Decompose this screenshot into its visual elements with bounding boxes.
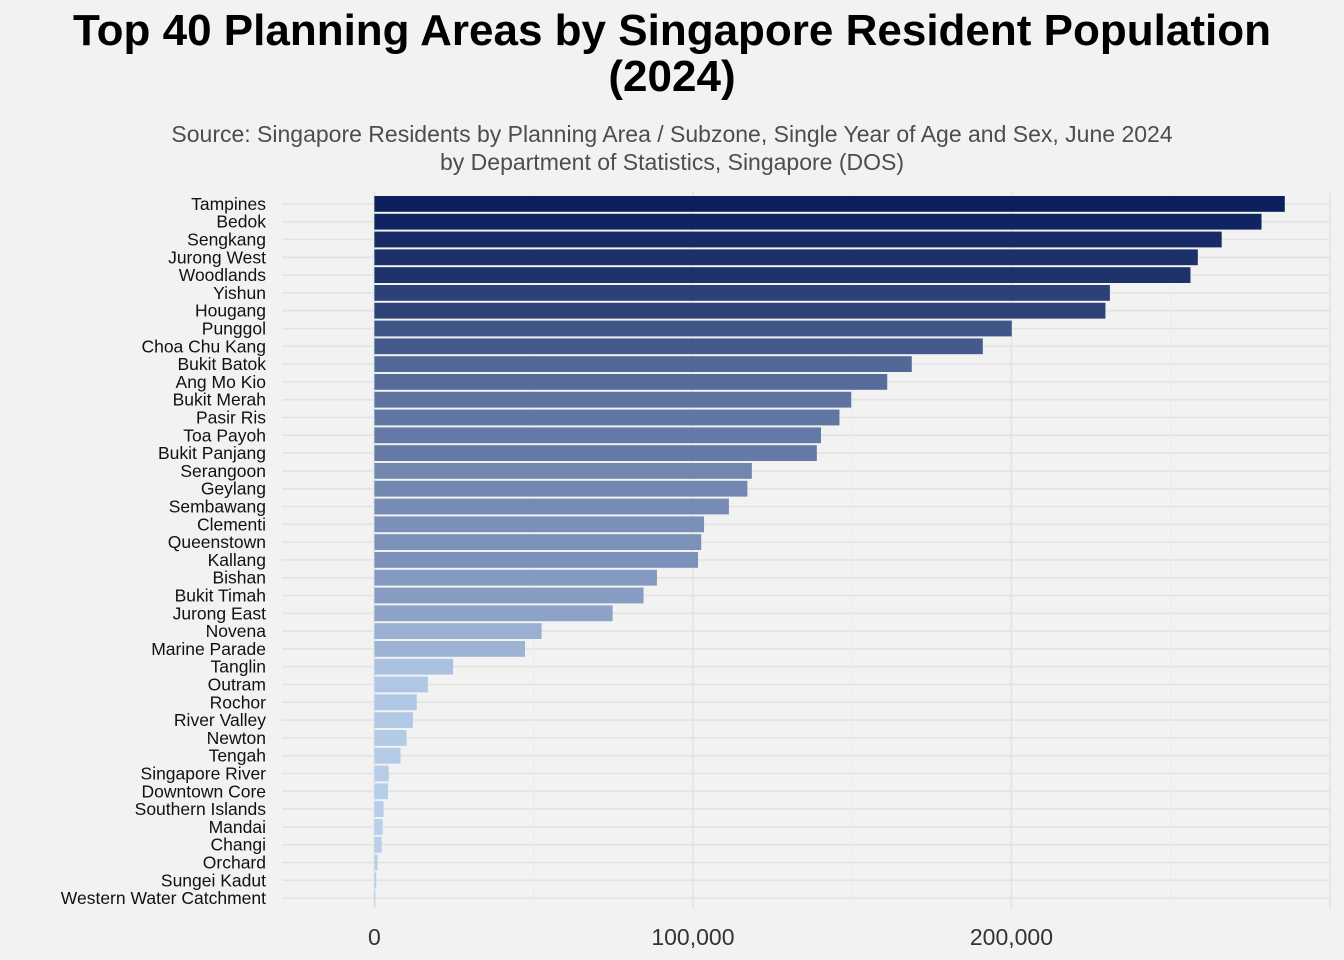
bar <box>374 285 1110 301</box>
bar <box>374 427 821 444</box>
y-tick-label: Rochor <box>210 692 267 712</box>
bar <box>374 712 413 728</box>
bar <box>374 498 729 515</box>
y-tick-label: Singapore River <box>141 764 267 784</box>
bar <box>374 872 377 889</box>
y-tick-label: Ang Mo Kio <box>176 372 266 392</box>
y-tick-label: Tengah <box>209 746 266 766</box>
bar <box>374 391 852 408</box>
bar <box>374 765 389 782</box>
y-tick-label: Yishun <box>213 283 266 303</box>
bar <box>374 854 378 871</box>
bar <box>374 534 702 550</box>
y-tick-label: Mandai <box>209 817 266 837</box>
y-tick-label: Bukit Panjang <box>158 443 266 463</box>
bar <box>374 676 428 693</box>
y-tick-label: Marine Parade <box>151 639 266 659</box>
bar <box>374 356 912 372</box>
y-tick-label: Toa Payoh <box>183 425 266 445</box>
bar <box>374 730 407 746</box>
bar <box>374 213 1262 230</box>
y-tick-label: Bukit Batok <box>177 354 266 374</box>
chart-title-line-2: (2024) <box>608 52 736 101</box>
y-tick-label: Bukit Timah <box>175 586 266 606</box>
bar <box>374 569 657 586</box>
y-tick-label: Geylang <box>201 479 266 499</box>
y-tick-label: Tampines <box>191 194 266 214</box>
bar <box>374 338 983 355</box>
y-tick-label: Bukit Merah <box>173 390 266 410</box>
y-tick-label: Sengkang <box>187 230 266 250</box>
bar <box>374 747 401 764</box>
bar <box>374 783 389 800</box>
bar <box>374 552 699 568</box>
y-tick-label: Choa Chu Kang <box>141 336 266 356</box>
bar <box>374 249 1198 266</box>
x-tick-labels: 0 100,000 200,000 <box>368 924 1053 950</box>
x-tick-label: 0 <box>368 924 381 950</box>
y-tick-label: Western Water Catchment <box>61 888 266 908</box>
y-tick-label: Jurong East <box>173 603 267 623</box>
y-tick-label: Serangoon <box>180 461 266 481</box>
y-tick-label: Queenstown <box>168 532 266 552</box>
y-tick-label: Woodlands <box>179 265 266 285</box>
y-tick-label: Orchard <box>203 853 266 873</box>
y-tick-label: Changi <box>211 835 266 855</box>
y-tick-label: Tanglin <box>211 657 266 677</box>
chart-subtitle: Source: Singapore Residents by Planning … <box>0 120 1344 176</box>
y-tick-label: Outram <box>208 675 266 695</box>
chart-subtitle-line-2: by Department of Statistics, Singapore (… <box>439 149 905 175</box>
bar <box>374 587 644 604</box>
y-tick-label: Southern Islands <box>135 799 267 819</box>
bar <box>374 374 888 390</box>
chart-subtitle-line-1: Source: Singapore Residents by Planning … <box>171 121 1173 147</box>
bar <box>374 409 840 426</box>
y-tick-label: Clementi <box>197 514 266 534</box>
bars <box>374 196 1285 906</box>
bar <box>374 801 384 817</box>
bar <box>374 196 1285 212</box>
x-tick-label: 200,000 <box>970 924 1053 950</box>
y-tick-label: River Valley <box>174 710 266 730</box>
bar <box>374 463 752 479</box>
bar <box>374 623 542 639</box>
bar <box>374 516 705 533</box>
y-tick-label: Punggol <box>202 319 266 339</box>
chart-title-line-1: Top 40 Planning Areas by Singapore Resid… <box>73 6 1271 55</box>
y-tick-label: Novena <box>206 621 267 641</box>
y-tick-label: Sembawang <box>169 497 266 517</box>
y-tick-label: Hougang <box>195 301 266 321</box>
bar <box>374 302 1106 319</box>
bar <box>374 641 526 657</box>
y-tick-label: Newton <box>207 728 266 748</box>
bar <box>374 605 613 622</box>
y-tick-label: Kallang <box>208 550 266 570</box>
bar <box>374 890 376 906</box>
chart-title: Top 40 Planning Areas by Singapore Resid… <box>0 8 1344 100</box>
x-tick-label: 100,000 <box>651 924 734 950</box>
y-tick-label: Jurong West <box>168 247 266 267</box>
bar <box>374 231 1222 248</box>
bar <box>374 480 748 497</box>
y-tick-label: Pasir Ris <box>196 408 266 428</box>
bar <box>374 819 383 835</box>
bar <box>374 320 1012 337</box>
y-tick-label: Bedok <box>216 212 266 232</box>
y-tick-label: Sungei Kadut <box>161 870 266 890</box>
y-tick-label: Downtown Core <box>142 781 267 801</box>
bar <box>374 836 382 853</box>
bar <box>374 658 454 675</box>
bar <box>374 267 1191 283</box>
bar <box>374 694 417 711</box>
bar <box>374 445 817 461</box>
y-tick-label: Bishan <box>212 568 266 588</box>
